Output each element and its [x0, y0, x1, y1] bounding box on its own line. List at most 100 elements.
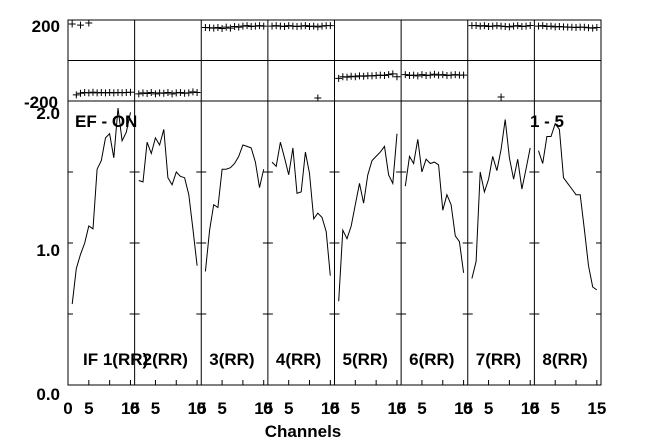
x-tick-label: 0	[530, 399, 539, 418]
x-tick-label: 15	[454, 399, 473, 418]
phase-point	[343, 73, 351, 81]
x-tick-label: 15	[188, 399, 207, 418]
amp-tick-label-bottom: 0.0	[36, 385, 60, 404]
phase-point	[426, 71, 434, 79]
phase-point	[410, 71, 418, 79]
x-tick-label: 5	[550, 399, 559, 418]
phase-point	[401, 71, 409, 79]
phase-point	[418, 71, 426, 79]
x-tick-label: 15	[521, 399, 540, 418]
x-tick-label: 5	[351, 399, 360, 418]
phase-point	[85, 19, 93, 27]
phase-point	[385, 71, 393, 79]
phase-point	[243, 22, 251, 30]
phase-point	[393, 73, 401, 81]
phase-point	[85, 89, 93, 97]
panel-labels: IF 1(RR)2(RR) 3(RR) 4(RR) 5(RR) 6(RR) 7(RR) 8(…	[83, 350, 588, 369]
phase-point	[351, 73, 359, 81]
x-tick-label: 0	[396, 399, 405, 418]
phase-point	[160, 89, 168, 97]
amp-tick-label-mid: 1.0	[36, 241, 60, 260]
amplitude-line-8	[538, 122, 598, 291]
phase-point	[231, 22, 239, 30]
amplitude-line-1	[71, 108, 131, 305]
x-tick-label: 5	[151, 399, 160, 418]
panel-label-6: 6(RR)	[409, 350, 454, 369]
x-tick-label: 15	[388, 399, 407, 418]
phase-point	[460, 71, 468, 79]
phase-point	[526, 21, 534, 29]
phase-point	[380, 71, 388, 79]
x-tick-label: 0	[197, 399, 206, 418]
phase-point	[260, 22, 268, 30]
phase-point	[335, 74, 343, 82]
x-tick-label: 15	[254, 399, 273, 418]
phase-series	[68, 19, 601, 102]
annotation-left: EF - ON	[75, 112, 137, 131]
phase-point	[76, 21, 84, 29]
phase-point	[147, 88, 155, 96]
x-tick-label: 15	[121, 399, 140, 418]
phase-point	[235, 23, 243, 31]
phase-point	[480, 22, 488, 30]
phase-point	[185, 89, 193, 97]
x-tick-label: 0	[330, 399, 339, 418]
phase-point	[522, 22, 530, 30]
phase-point	[226, 24, 234, 32]
phase-point	[189, 88, 197, 96]
x-tick-labels: 0 5 150 5 150 5 150 5 150 5 150 5 150 5 150 5 15	[63, 399, 606, 418]
x-axis-label: Channels	[265, 422, 342, 441]
phase-point	[539, 22, 547, 30]
phase-tick-label-bottom: -200	[24, 93, 58, 112]
phase-point	[76, 89, 84, 97]
panel-frames	[67, 19, 602, 386]
phase-point	[193, 88, 201, 96]
annotation-right: 1 - 5	[530, 112, 564, 131]
phase-point	[164, 88, 172, 96]
phase-point	[326, 22, 334, 30]
x-tick-label: 0	[263, 399, 272, 418]
x-tick-label: 5	[284, 399, 293, 418]
x-tick-label: 0	[63, 399, 72, 418]
phase-point	[214, 23, 222, 31]
x-tick-label: 15	[587, 399, 606, 418]
phase-point	[497, 93, 505, 101]
phase-point	[314, 94, 322, 102]
amplitude-series	[71, 108, 598, 305]
x-tick-label: 5	[84, 399, 93, 418]
phase-point	[210, 24, 218, 32]
x-tick-label: 5	[484, 399, 493, 418]
phase-point	[360, 72, 368, 80]
x-tick-label: 5	[417, 399, 426, 418]
panel-label-1: IF 1(RR)	[83, 350, 148, 369]
phase-point	[68, 20, 76, 28]
phase-point	[168, 90, 176, 98]
panel-label-5: 5(RR)	[343, 350, 388, 369]
phase-point	[126, 88, 134, 96]
phase-point	[139, 89, 147, 97]
phase-point	[72, 91, 80, 99]
amplitude-line-7	[471, 119, 531, 279]
phase-point	[547, 22, 555, 30]
phase-point	[430, 70, 438, 78]
panel-label-2: 2(RR)	[143, 350, 188, 369]
phase-point	[176, 88, 184, 96]
amplitude-line-5	[338, 133, 398, 302]
amplitude-line-2	[138, 129, 198, 266]
phase-point	[143, 90, 151, 98]
x-tick-label: 5	[217, 399, 226, 418]
x-tick-label: 0	[130, 399, 139, 418]
panel-label-3: 3(RR)	[209, 350, 254, 369]
phase-point	[281, 22, 289, 30]
amp-tick-label-top: 2.0	[36, 104, 60, 123]
panel-label-7: 7(RR)	[476, 350, 521, 369]
phase-point	[505, 23, 513, 31]
phase-point	[514, 22, 522, 30]
phase-point	[310, 22, 318, 30]
phase-point	[151, 90, 159, 98]
x-tick-label: 15	[321, 399, 340, 418]
panel-label-4: 4(RR)	[276, 350, 321, 369]
phase-point	[301, 22, 309, 30]
phase-tick-label-top: 200	[32, 17, 60, 36]
